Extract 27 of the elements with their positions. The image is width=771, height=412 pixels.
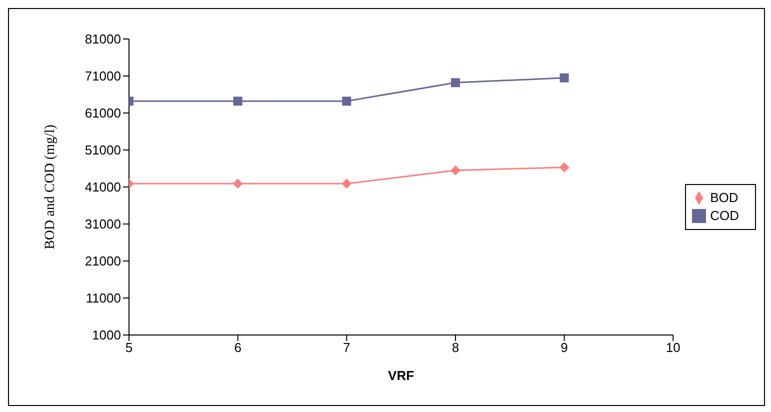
y-axis-title: BOD and COD (mg/l): [42, 124, 58, 250]
point: [559, 162, 570, 172]
point: [450, 78, 460, 88]
y-tick-label: 51000: [84, 142, 121, 158]
legend-label: COD: [710, 208, 739, 223]
point: [233, 96, 242, 106]
point: [342, 96, 352, 106]
x-tick-label: 5: [125, 340, 133, 356]
legend-label: BOD: [710, 190, 738, 205]
x-tick-label: 7: [343, 340, 350, 356]
y-tick-label: 61000: [84, 106, 121, 121]
y-tick-label: 71000: [84, 68, 121, 84]
point: [232, 178, 243, 189]
x-tick-label: 6: [234, 340, 242, 356]
x-tick-label: 8: [452, 340, 460, 356]
y-tick-label: 11000: [86, 290, 121, 306]
x-tick-label: 10: [666, 340, 680, 356]
y-tick-label: 41000: [84, 180, 121, 195]
x-tick-label: 9: [560, 340, 568, 356]
point: [450, 165, 460, 176]
point: [560, 73, 569, 82]
point: [342, 178, 352, 189]
x-axis-title: VRF: [388, 368, 414, 383]
y-tick-label: 81000: [84, 32, 121, 47]
y-tick-label: 1000: [92, 328, 121, 343]
y-tick-label: 21000: [84, 254, 121, 269]
y-tick-label: 31000: [84, 216, 121, 232]
